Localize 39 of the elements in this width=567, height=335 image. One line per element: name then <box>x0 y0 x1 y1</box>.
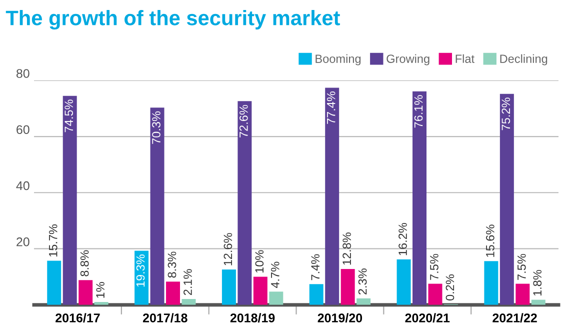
data-label: 76.1% <box>414 95 423 128</box>
legend-label: Flat <box>456 54 474 63</box>
data-label: 0.2% <box>446 274 454 300</box>
data-label: 8.3% <box>168 252 176 278</box>
data-label: 70.3% <box>152 111 160 144</box>
data-label: 4.7% <box>271 262 280 288</box>
data-label: 74.5% <box>64 100 74 132</box>
data-label: 75.2% <box>502 98 510 130</box>
chart-title: The growth of the security market <box>6 10 340 30</box>
data-label: 7.5% <box>430 254 438 280</box>
legend-label: Growing <box>386 54 430 66</box>
x-tick-label: 2018/19 <box>230 313 275 322</box>
x-tick-label: 2016/17 <box>56 313 100 322</box>
data-label: 10% <box>255 250 264 273</box>
data-label: 19.3% <box>136 254 145 287</box>
data-label: 12.8% <box>342 232 351 265</box>
y-tick-label: 40 <box>16 181 30 190</box>
data-label: 1.8% <box>533 270 542 296</box>
data-label: 7.5% <box>518 254 526 280</box>
data-label: 12.6% <box>224 233 232 266</box>
data-label: 2.3% <box>358 268 367 294</box>
data-label: 77.4% <box>326 91 336 124</box>
y-tick-label: 80 <box>16 69 30 78</box>
data-label: 15.7% <box>48 224 58 257</box>
x-tick-label: 2020/21 <box>405 313 450 322</box>
x-tick-label: 2017/18 <box>142 313 188 322</box>
data-label: 1% <box>96 282 104 298</box>
data-label: 16.2% <box>398 222 407 256</box>
data-label: 15.6% <box>486 224 494 257</box>
y-tick-label: 20 <box>16 237 30 246</box>
legend-label: Declining <box>500 54 548 66</box>
x-tick-label: 2021/22 <box>492 313 537 322</box>
legend-label: Booming <box>316 54 361 66</box>
x-tick-label: 2019/20 <box>318 313 362 322</box>
data-label: 7.4% <box>311 254 320 280</box>
data-label: 72.6% <box>239 104 248 138</box>
data-label: 8.8% <box>80 250 89 276</box>
data-label: 2.1% <box>184 269 192 295</box>
y-tick-label: 60 <box>16 125 30 134</box>
